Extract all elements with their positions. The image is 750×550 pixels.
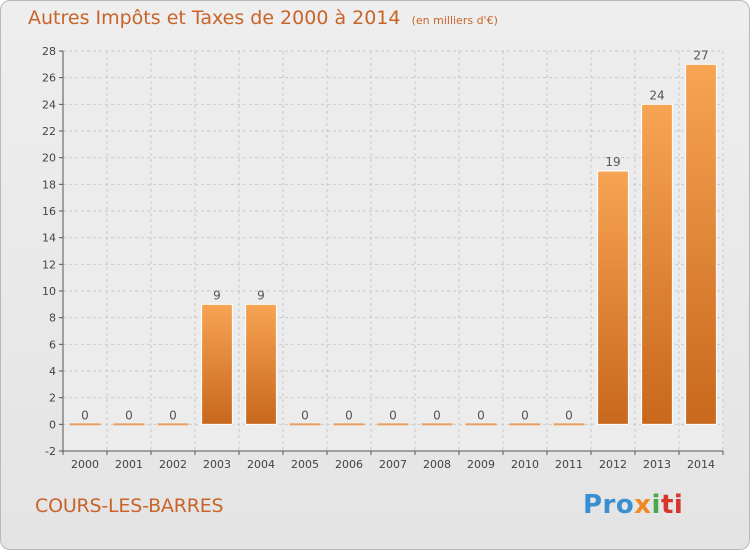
data-label: 9 <box>257 288 265 302</box>
logo-part-2: x <box>634 490 652 520</box>
x-tick-label: 2014 <box>687 458 715 471</box>
y-tick-label: 6 <box>49 338 56 351</box>
y-tick-label: 0 <box>49 418 56 431</box>
data-label: 0 <box>81 408 89 422</box>
x-tick-label: 2007 <box>379 458 407 471</box>
chart-title: Autres Impôts et Taxes de 2000 à 2014 (e… <box>28 7 498 29</box>
data-label: 0 <box>389 408 397 422</box>
x-tick-label: 2005 <box>291 458 319 471</box>
bar <box>553 423 585 426</box>
bar <box>245 303 277 425</box>
bar <box>69 423 101 426</box>
x-tick-label: 2013 <box>643 458 671 471</box>
y-tick-label: 26 <box>42 72 56 85</box>
data-label: 0 <box>433 408 441 422</box>
data-label: 0 <box>521 408 529 422</box>
logo-part-3: i <box>651 490 661 520</box>
bar <box>509 423 541 426</box>
data-label: 0 <box>477 408 485 422</box>
bar <box>157 423 189 426</box>
logo-part-1: Pro <box>583 490 635 520</box>
x-tick-label: 2004 <box>247 458 275 471</box>
y-tick-label: 18 <box>42 178 56 191</box>
x-tick-label: 2012 <box>599 458 627 471</box>
y-tick-label: 16 <box>42 205 56 218</box>
bar <box>641 103 673 425</box>
commune-name: COURS-LES-BARRES <box>35 495 224 517</box>
chart-title-main: Autres Impôts et Taxes de 2000 à 2014 <box>28 7 401 29</box>
logo-part-4: ti <box>660 490 684 520</box>
y-tick-label: 22 <box>42 125 56 138</box>
data-label: 0 <box>301 408 309 422</box>
y-tick-label: 24 <box>42 98 56 111</box>
bars <box>69 63 717 426</box>
y-tick-label: 4 <box>49 365 56 378</box>
data-label: 24 <box>649 88 664 102</box>
bar <box>377 423 409 426</box>
data-label: 0 <box>565 408 573 422</box>
x-tick-label: 2003 <box>203 458 231 471</box>
y-tick-label: 10 <box>42 285 56 298</box>
y-tick-label: 28 <box>42 45 56 58</box>
x-tick-label: 2006 <box>335 458 363 471</box>
x-tick-label: 2009 <box>467 458 495 471</box>
y-tick-label: 2 <box>49 392 56 405</box>
x-tick-label: 2010 <box>511 458 539 471</box>
bar <box>685 63 717 425</box>
x-tick-label: 2000 <box>71 458 99 471</box>
proxiti-logo: Proxiti <box>583 490 683 520</box>
data-label: 0 <box>345 408 353 422</box>
data-label: 9 <box>213 288 221 302</box>
data-label: 0 <box>169 408 177 422</box>
bar <box>421 423 453 426</box>
bar <box>113 423 145 426</box>
bar <box>289 423 321 426</box>
bar <box>465 423 497 426</box>
y-tick-label: 14 <box>42 232 56 245</box>
x-tick-label: 2008 <box>423 458 451 471</box>
data-label: 27 <box>693 48 708 62</box>
y-tick-label: -2 <box>45 445 56 458</box>
y-tick-label: 20 <box>42 152 56 165</box>
bar <box>201 303 233 425</box>
bar <box>333 423 365 426</box>
data-label: 19 <box>605 155 620 169</box>
chart-title-unit: (en milliers d'€) <box>411 14 498 27</box>
data-label: 0 <box>125 408 133 422</box>
y-tick-label: 12 <box>42 258 56 271</box>
data-labels: 0 0 0 9 9 0 0 0 0 0 0 0 19 24 27 <box>81 48 708 422</box>
x-tick-label: 2001 <box>115 458 143 471</box>
x-tick-label: 2011 <box>555 458 583 471</box>
bar <box>597 170 629 425</box>
y-tick-label: 8 <box>49 312 56 325</box>
x-tick-label: 2002 <box>159 458 187 471</box>
